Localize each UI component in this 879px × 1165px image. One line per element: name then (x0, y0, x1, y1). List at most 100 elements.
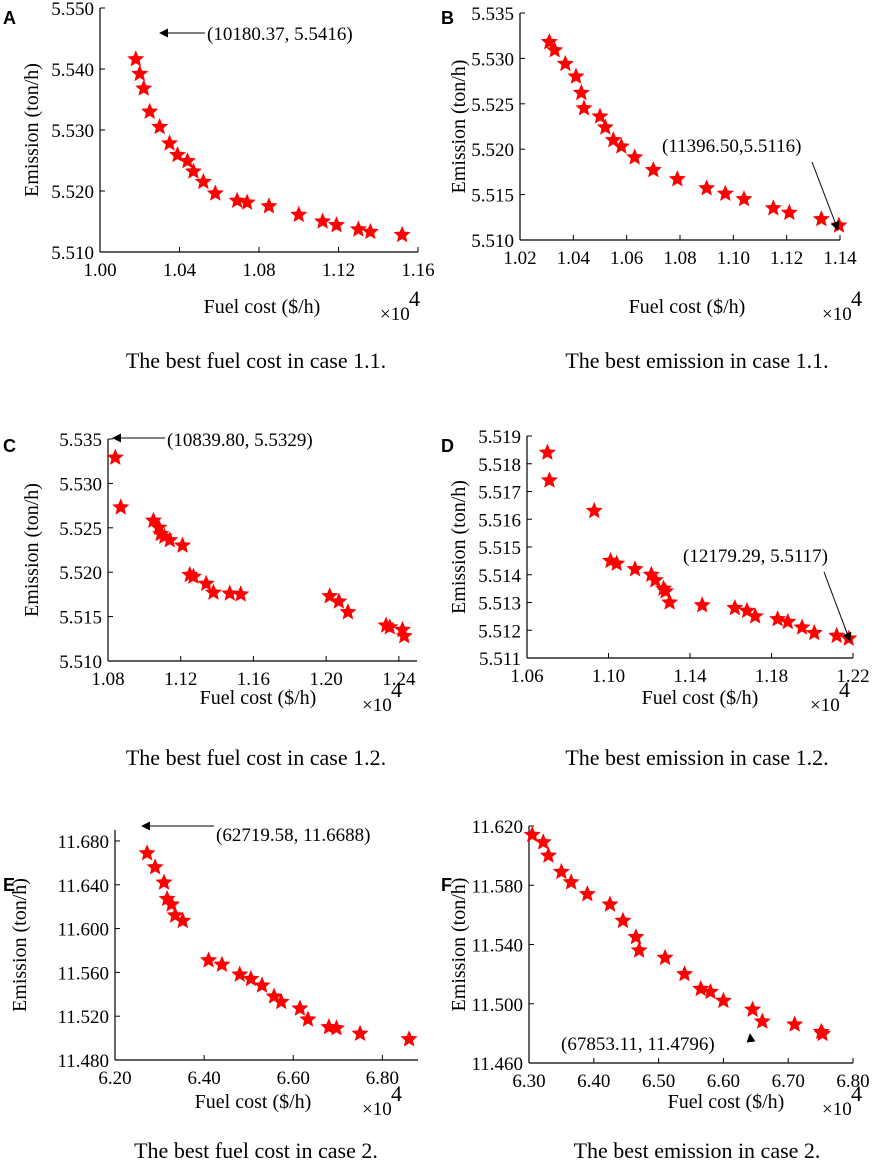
data-point-star (608, 554, 626, 571)
data-point-star (127, 50, 145, 67)
x-tick-label: 1.00 (83, 260, 116, 281)
data-point-star (299, 1010, 317, 1027)
data-point-star (395, 627, 413, 644)
y-tick-label: 5.515 (478, 538, 521, 559)
data-point-star (228, 191, 246, 209)
data-point-star (805, 624, 823, 641)
y-axis-label: Emission (ton/h) (448, 480, 470, 614)
data-point-star (714, 991, 732, 1009)
y-tick-label: 5.510 (59, 652, 102, 673)
data-point-star (151, 117, 169, 135)
data-point-star (661, 593, 679, 610)
x-multiplier: ×10 (362, 695, 392, 716)
data-point-star (272, 992, 290, 1010)
data-point-star (213, 955, 231, 972)
data-point-star (626, 148, 644, 165)
panel-letter-e: E (3, 875, 15, 895)
x-tick-label: 6.40 (187, 1068, 220, 1089)
data-point-star (393, 225, 411, 243)
data-point-star (575, 99, 593, 116)
x-tick-label: 1.20 (309, 669, 342, 690)
data-point-star (656, 948, 674, 966)
data-point-star (178, 152, 197, 169)
x-tick-label: 6.70 (772, 1071, 805, 1092)
data-point-star (627, 928, 645, 945)
y-tick-label: 5.512 (478, 621, 521, 642)
data-point-star (693, 596, 711, 613)
y-tick-label: 11.560 (57, 963, 109, 984)
data-point-star (585, 501, 603, 519)
y-tick-label: 5.525 (59, 519, 102, 540)
annotation-label: (11396.50,5.5116) (662, 136, 802, 157)
data-point-star (327, 216, 346, 233)
panel-caption: The best fuel cost in case 2. (134, 1138, 378, 1163)
data-point-star (523, 825, 541, 843)
panel-f: F 6.30 6.40 6.50 6.60 6.70 6.80 11.460 11.500 11.… (441, 817, 870, 1163)
data-point-star (381, 618, 399, 635)
data-point-star (290, 205, 308, 223)
panel-a: A 1.00 1.04 1.08 1.12 1.16 5.510 5.520 5.530 5.54… (3, 0, 435, 373)
x-tick-label: 1.08 (91, 669, 124, 690)
x-tick-label: 6.80 (366, 1068, 399, 1089)
data-point-star (327, 1019, 346, 1036)
data-point-star (163, 895, 181, 912)
y-tick-label: 11.520 (57, 1007, 109, 1028)
x-tick-label: 1.12 (770, 248, 803, 269)
data-point-star (698, 179, 716, 196)
panel-d: D 1.06 1.10 1.14 1.18 1.22 5.511 5.512 5.513 5.51… (441, 427, 870, 770)
y-tick-label: 11.580 (471, 876, 523, 897)
x-tick-label: 6.40 (577, 1071, 610, 1092)
data-point-star (630, 941, 648, 958)
annotation-arrow (746, 1033, 756, 1043)
x-tick-label: 6.80 (836, 1071, 869, 1092)
data-point-star (596, 118, 614, 135)
y-axis-label: Emission (ton/h) (9, 878, 31, 1012)
data-point-star (556, 54, 574, 72)
data-point-star (753, 1012, 771, 1029)
y-tick-label: 5.550 (51, 0, 94, 20)
x-tick-label: 1.14 (673, 666, 707, 687)
data-point-star (567, 67, 585, 84)
data-point-star (161, 531, 179, 548)
data-point-star (173, 536, 192, 553)
data-point-star (351, 1024, 369, 1041)
data-point-star (539, 846, 557, 863)
x-tick-label: 1.04 (557, 248, 591, 269)
x-multiplier-exponent: 4 (839, 677, 850, 702)
data-point-star (716, 184, 734, 201)
data-point-star (626, 560, 644, 577)
y-tick-label: 5.510 (51, 243, 94, 264)
data-point-star (400, 1030, 418, 1047)
data-point-star (112, 498, 130, 515)
data-point-star (106, 448, 124, 465)
data-point-star (764, 199, 782, 216)
y-tick-label: 11.680 (57, 832, 109, 853)
data-point-star (646, 571, 664, 588)
y-tick-label: 5.520 (51, 182, 94, 203)
panel-caption: The best emission in case 2. (574, 1138, 821, 1163)
x-tick-label: 6.50 (642, 1071, 675, 1092)
data-point-star (174, 911, 192, 929)
data-point-star (361, 222, 379, 240)
data-point-star (339, 603, 357, 620)
y-tick-label: 5.530 (59, 474, 102, 495)
y-tick-label: 5.540 (51, 60, 94, 81)
y-tick-label: 5.525 (471, 95, 514, 116)
panel-letter-f: F (441, 875, 452, 895)
x-tick-label: 1.02 (503, 248, 536, 269)
data-point-star (769, 610, 787, 627)
y-tick-label: 5.530 (51, 121, 94, 142)
data-point-star (197, 574, 215, 592)
data-point-star (726, 599, 744, 616)
x-multiplier: ×10 (362, 1099, 392, 1120)
data-point-star (231, 965, 249, 982)
data-point-star (812, 210, 830, 227)
y-tick-label: 5.530 (471, 49, 514, 70)
y-tick-label: 5.514 (478, 566, 521, 587)
panel-caption: The best fuel cost in case 1.1. (126, 348, 386, 373)
y-axis-label: Emission (ton/h) (448, 60, 470, 194)
data-point-star (184, 162, 202, 179)
data-point-star (131, 64, 149, 82)
x-tick-label: 1.24 (382, 669, 416, 690)
x-multiplier-exponent: 4 (851, 286, 862, 311)
